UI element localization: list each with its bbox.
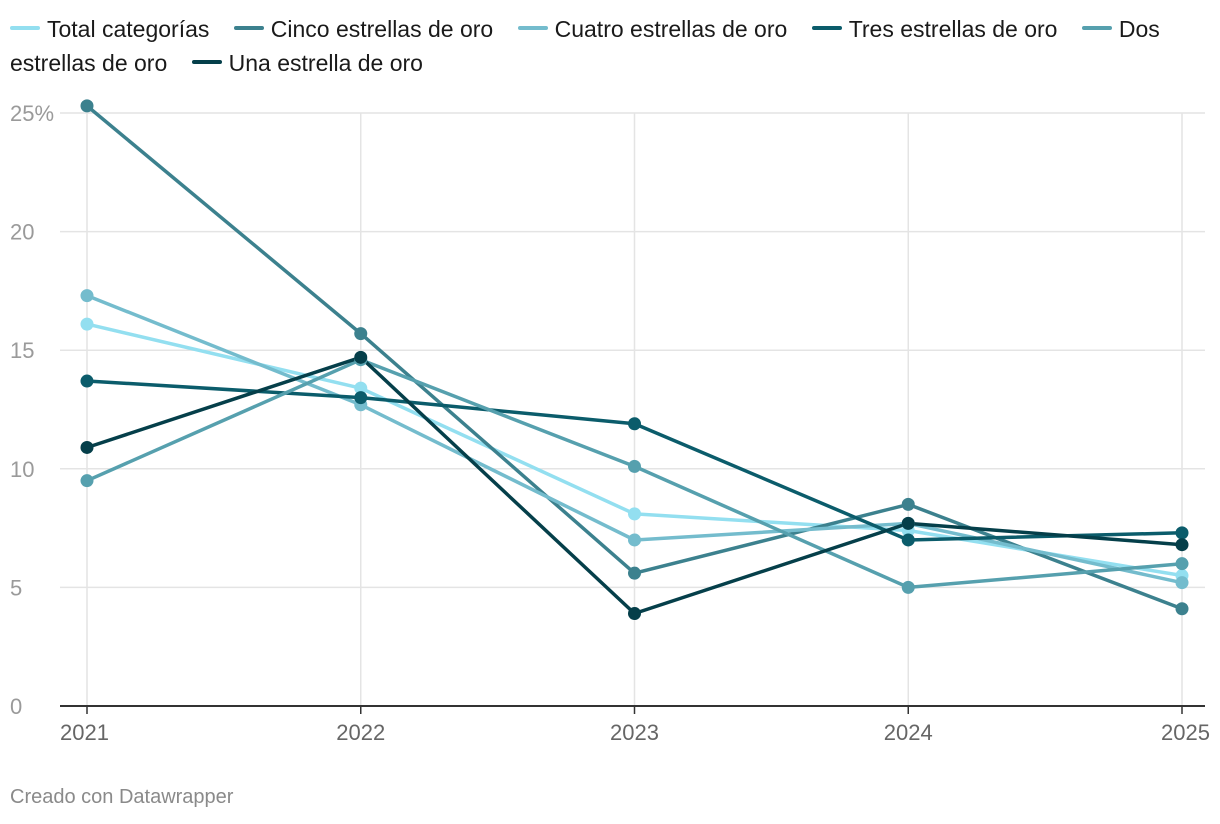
legend-label: Total categorías xyxy=(47,16,210,42)
x-tick-label: 2023 xyxy=(610,720,659,745)
legend-swatch xyxy=(1081,25,1112,30)
y-tick-label: 25% xyxy=(10,101,54,126)
x-tick-label: 2024 xyxy=(884,720,933,745)
data-point[interactable] xyxy=(628,606,641,620)
data-point[interactable] xyxy=(80,374,94,388)
x-tick-label: 2021 xyxy=(60,720,109,745)
data-point[interactable] xyxy=(354,391,368,405)
data-point[interactable] xyxy=(80,474,94,488)
y-tick-label: 20 xyxy=(10,220,34,245)
legend-item: Tres estrellas de oro xyxy=(811,16,1058,42)
data-point[interactable] xyxy=(1175,576,1189,590)
legend-swatch xyxy=(191,59,222,64)
x-tick-label: 2025 xyxy=(1161,720,1210,745)
y-tick-label: 10 xyxy=(10,457,34,482)
data-point[interactable] xyxy=(80,317,94,331)
data-point[interactable] xyxy=(1175,526,1189,540)
legend-item: Dos estrellas de oro xyxy=(10,16,1160,76)
line-chart: 0 5 10 15 20 25% 2021 2022 2023 2024 2025 xyxy=(10,99,1210,745)
data-point[interactable] xyxy=(1175,557,1189,571)
legend-label: Tres estrellas de oro xyxy=(848,16,1058,42)
legend-item: Cinco estrellas de oro xyxy=(233,16,494,42)
y-tick-label: 15 xyxy=(10,338,34,363)
legend-label: Dos estrellas de oro xyxy=(10,16,1160,76)
data-point[interactable] xyxy=(628,459,641,473)
y-tick-label: 5 xyxy=(10,575,22,600)
legend-swatch xyxy=(517,25,548,30)
legend-item: Una estrella de oro xyxy=(191,50,423,76)
data-point[interactable] xyxy=(628,417,641,431)
legend-item: Total categorías xyxy=(10,16,209,42)
legend-label: Cuatro estrellas de oro xyxy=(554,16,788,42)
data-point[interactable] xyxy=(628,507,641,521)
legend-swatch xyxy=(10,25,40,30)
legend-label: Cinco estrellas de oro xyxy=(270,16,494,42)
data-point[interactable] xyxy=(628,566,641,580)
data-point[interactable] xyxy=(80,440,94,454)
chart-legend: Total categorías Cinco estrellas de oro … xyxy=(10,12,1210,80)
legend-item: Cuatro estrellas de oro xyxy=(517,16,788,42)
legend-swatch xyxy=(233,25,264,30)
data-point[interactable] xyxy=(901,580,915,594)
data-point[interactable] xyxy=(628,533,641,547)
data-points xyxy=(80,99,1189,620)
legend-swatch xyxy=(811,25,842,30)
credit-text: Creado con Datawrapper xyxy=(10,786,234,808)
data-point[interactable] xyxy=(901,516,915,530)
data-point[interactable] xyxy=(80,99,94,113)
data-point[interactable] xyxy=(80,289,94,303)
data-point[interactable] xyxy=(354,350,368,364)
data-point[interactable] xyxy=(354,381,368,395)
data-point[interactable] xyxy=(1175,538,1189,552)
data-point[interactable] xyxy=(354,327,368,341)
data-point[interactable] xyxy=(901,533,915,547)
x-tick-label: 2022 xyxy=(336,720,385,745)
data-point[interactable] xyxy=(1175,602,1189,616)
y-tick-label: 0 xyxy=(10,694,22,719)
legend-label: Una estrella de oro xyxy=(228,50,423,76)
axes: 0 5 10 15 20 25% 2021 2022 2023 2024 2025 xyxy=(10,101,1210,745)
data-point[interactable] xyxy=(901,497,915,511)
